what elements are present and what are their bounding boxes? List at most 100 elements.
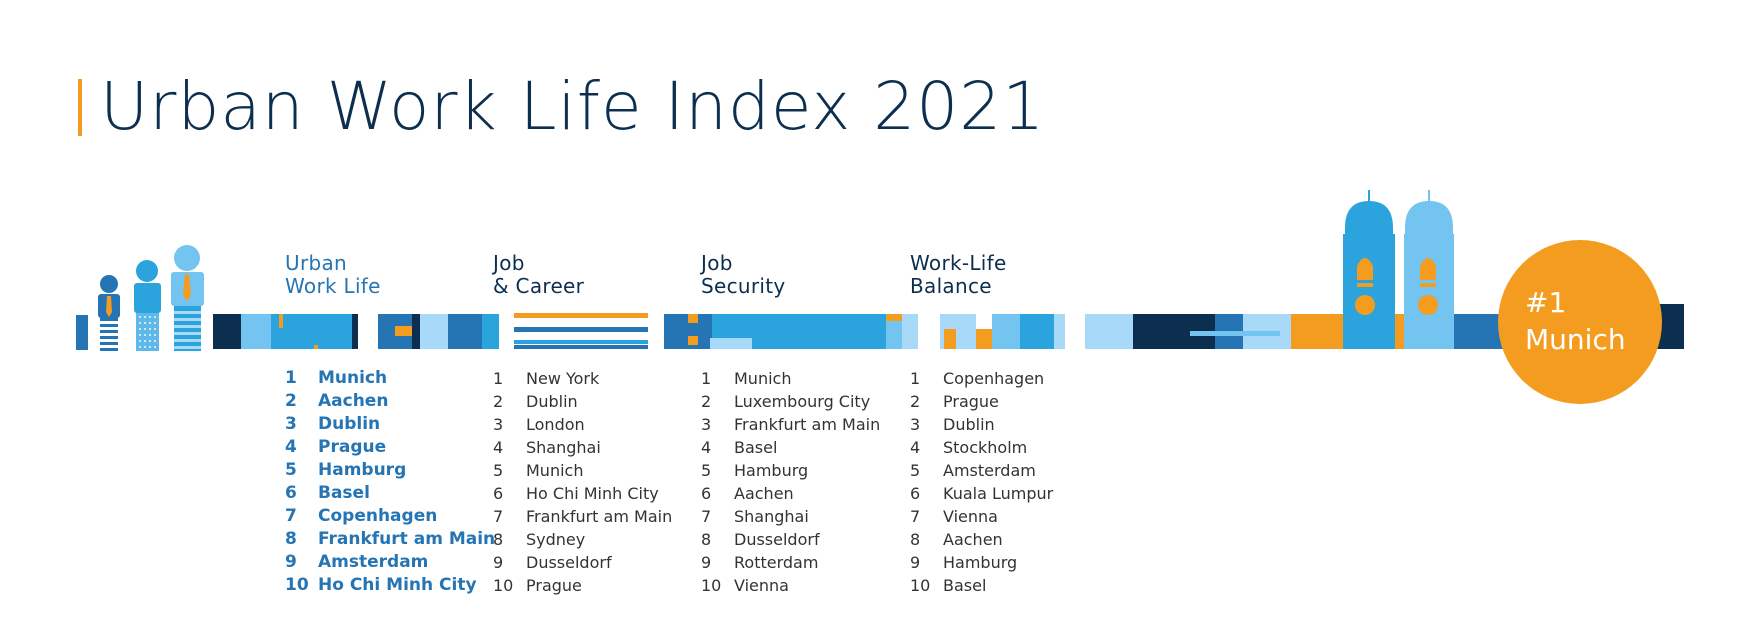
rank-number: 5 xyxy=(701,461,712,480)
city-name: Munich xyxy=(526,461,584,480)
rank-number: 9 xyxy=(493,553,504,572)
city-name: New York xyxy=(526,369,600,388)
city-name: London xyxy=(526,415,585,434)
skyline-segment xyxy=(514,313,648,349)
city-name: Prague xyxy=(943,392,999,411)
skyline-segment xyxy=(213,314,358,349)
list-item: 10 Vienna xyxy=(701,574,880,597)
city-name: Dusseldorf xyxy=(526,553,612,572)
list-item: 2 Luxembourg City xyxy=(701,390,880,413)
rank-number: 10 xyxy=(701,576,722,595)
rank-number: 4 xyxy=(910,438,921,457)
city-name: Vienna xyxy=(943,507,998,526)
list-item: 7 Frankfurt am Main xyxy=(493,505,672,528)
city-name: Dublin xyxy=(318,414,381,434)
rank-number: 5 xyxy=(493,461,504,480)
city-name: Dusseldorf xyxy=(734,530,820,549)
heading-line: Work-Life xyxy=(910,251,1007,275)
list-item: 10 Basel xyxy=(910,574,1053,597)
work-life-balance-heading: Work-Life Balance xyxy=(910,252,1007,298)
rank-number: 6 xyxy=(910,484,921,503)
city-name: Basel xyxy=(943,576,987,595)
rank-number: 9 xyxy=(910,553,921,572)
list-item: 6 Ho Chi Minh City xyxy=(493,482,672,505)
city-name: Prague xyxy=(318,437,387,457)
skyline-segment xyxy=(378,314,499,349)
badge-city: Munich xyxy=(1525,323,1626,356)
rank-number: 9 xyxy=(701,553,712,572)
city-name: Basel xyxy=(734,438,778,457)
list-item: 7 Shanghai xyxy=(701,505,880,528)
city-name: Amsterdam xyxy=(318,552,429,572)
rank-number: 1 xyxy=(285,368,297,388)
list-item: 6 Aachen xyxy=(701,482,880,505)
job-security-heading: Job Security xyxy=(701,252,786,298)
list-item: 5 Hamburg xyxy=(701,459,880,482)
urban-work-life-list: 1 Munich 2 Aachen 3 Dublin 4 Prague 5 Hamburg… xyxy=(285,367,495,597)
twin-tower-church-icon xyxy=(1343,190,1454,349)
rank-number: 7 xyxy=(910,507,921,526)
people-icon xyxy=(76,245,204,351)
title-accent-bar xyxy=(78,79,82,136)
list-item: 5 Munich xyxy=(493,459,672,482)
rank-number: 2 xyxy=(701,392,712,411)
city-name: Frankfurt am Main xyxy=(318,529,496,549)
list-item: 8 Frankfurt am Main xyxy=(285,528,495,551)
city-name: Ho Chi Minh City xyxy=(318,575,477,595)
list-item: 9 Dusseldorf xyxy=(493,551,672,574)
list-item: 3 Dublin xyxy=(910,413,1053,436)
list-item: 3 London xyxy=(493,413,672,436)
city-name: Munich xyxy=(318,368,388,388)
rank-number: 6 xyxy=(493,484,504,503)
list-item: 1 Copenhagen xyxy=(910,367,1053,390)
rank-number: 2 xyxy=(285,391,297,411)
list-item: 7 Copenhagen xyxy=(285,505,495,528)
list-item: 4 Stockholm xyxy=(910,436,1053,459)
rank-number: 7 xyxy=(701,507,712,526)
rank-number: 1 xyxy=(493,369,504,388)
city-name: Hamburg xyxy=(943,553,1018,572)
list-item: 2 Dublin xyxy=(493,390,672,413)
rank-number: 8 xyxy=(910,530,921,549)
list-item: 1 New York xyxy=(493,367,672,390)
rank-number: 6 xyxy=(701,484,712,503)
city-name: Hamburg xyxy=(318,460,407,480)
skyline-segment xyxy=(940,314,1065,349)
list-item: 10 Prague xyxy=(493,574,672,597)
list-item: 6 Basel xyxy=(285,482,495,505)
heading-line: Security xyxy=(701,274,786,298)
rank-number: 10 xyxy=(493,576,514,595)
city-name: Luxembourg City xyxy=(734,392,871,411)
city-name: Copenhagen xyxy=(318,506,438,526)
badge-circle xyxy=(1498,240,1662,404)
rank-number: 10 xyxy=(285,575,309,595)
rank-number: 8 xyxy=(493,530,504,549)
city-name: Hamburg xyxy=(734,461,809,480)
heading-line: & Career xyxy=(493,274,585,298)
skyline-segment xyxy=(1085,304,1684,349)
list-item: 8 Dusseldorf xyxy=(701,528,880,551)
list-item: 2 Aachen xyxy=(285,390,495,413)
urban-work-life-heading: Urban Work Life xyxy=(285,252,381,298)
city-name: Aachen xyxy=(734,484,794,503)
rank-number: 8 xyxy=(285,529,297,549)
city-name: Copenhagen xyxy=(943,369,1045,388)
list-item: 1 Munich xyxy=(285,367,495,390)
city-name: Frankfurt am Main xyxy=(734,415,881,434)
list-item: 6 Kuala Lumpur xyxy=(910,482,1053,505)
rank-number: 5 xyxy=(285,460,297,480)
list-item: 4 Shanghai xyxy=(493,436,672,459)
city-name: Stockholm xyxy=(943,438,1028,457)
city-name: Shanghai xyxy=(734,507,809,526)
city-name: Basel xyxy=(318,483,370,503)
rank-number: 8 xyxy=(701,530,712,549)
list-item: 2 Prague xyxy=(910,390,1053,413)
rank-number: 3 xyxy=(910,415,921,434)
city-name: Kuala Lumpur xyxy=(943,484,1054,503)
list-item: 8 Sydney xyxy=(493,528,672,551)
list-item: 9 Hamburg xyxy=(910,551,1053,574)
rank-number: 7 xyxy=(493,507,504,526)
city-name: Dublin xyxy=(526,392,578,411)
badge-rank: #1 xyxy=(1525,286,1566,319)
rank-number: 1 xyxy=(701,369,712,388)
